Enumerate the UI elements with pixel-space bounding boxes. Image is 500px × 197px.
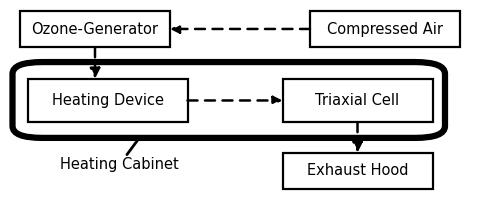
FancyBboxPatch shape	[20, 11, 170, 47]
FancyBboxPatch shape	[310, 11, 460, 47]
FancyBboxPatch shape	[28, 79, 188, 122]
Text: Heating Cabinet: Heating Cabinet	[60, 137, 179, 172]
Text: Triaxial Cell: Triaxial Cell	[316, 93, 400, 108]
Text: Compressed Air: Compressed Air	[327, 21, 443, 37]
FancyBboxPatch shape	[12, 62, 445, 138]
FancyBboxPatch shape	[282, 79, 432, 122]
FancyBboxPatch shape	[282, 153, 432, 189]
Text: Exhaust Hood: Exhaust Hood	[307, 163, 408, 178]
Text: Heating Device: Heating Device	[52, 93, 164, 108]
Text: Ozone-Generator: Ozone-Generator	[32, 21, 158, 37]
